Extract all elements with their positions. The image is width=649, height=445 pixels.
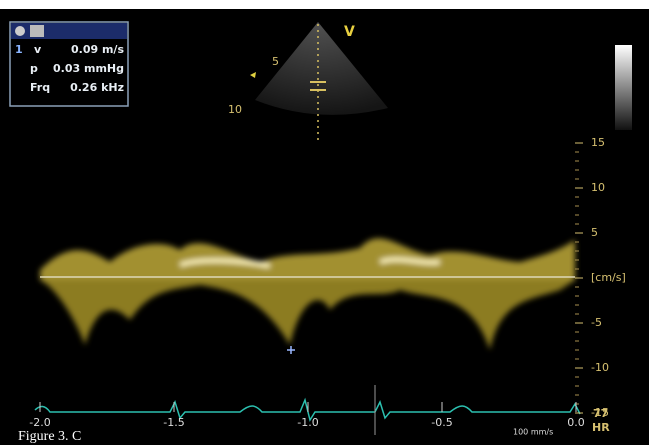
scale-label: -15 [591, 406, 609, 419]
time-label: -2.0 [29, 416, 50, 429]
time-label: -1.5 [163, 416, 184, 429]
grayscale-bar [615, 45, 632, 130]
readout-label: Frq [30, 81, 50, 94]
scale-label: -5 [591, 316, 602, 329]
scale-label: 10 [591, 181, 605, 194]
scale-label: 5 [591, 226, 598, 239]
sweep-speed: 100 mm/s [513, 428, 553, 437]
caption: Figure 3. C [18, 429, 81, 444]
readout-value: 0.09 m/s [71, 43, 124, 56]
scale-label: -10 [591, 361, 609, 374]
time-label: 0.0 [567, 416, 585, 429]
sector-image [255, 22, 388, 115]
heart-rate-value: 77 [593, 407, 608, 420]
time-label: -1.0 [297, 416, 318, 429]
readout-label: v [34, 43, 42, 56]
depth-label: 5 [272, 55, 279, 68]
icon [30, 25, 44, 37]
readout-index: 1 [15, 43, 23, 56]
top-strip [0, 0, 649, 9]
readout-value: 0.26 kHz [70, 81, 124, 94]
scale-label: 15 [591, 136, 605, 149]
doppler-spectrum [40, 238, 575, 350]
depth-label: 10 [228, 103, 242, 116]
time-label: -0.5 [431, 416, 452, 429]
measure-cursor [287, 346, 295, 354]
readout-value: 0.03 mmHg [53, 62, 124, 75]
orientation-mark [250, 72, 256, 78]
icon [15, 26, 25, 36]
readout-header [11, 23, 127, 39]
ecg-trace [34, 397, 581, 422]
scale-label: [cm/s] [591, 271, 626, 284]
readout-label: p [30, 62, 38, 75]
sector-marker: V [344, 24, 355, 40]
heart-rate-label: HR [592, 421, 610, 434]
